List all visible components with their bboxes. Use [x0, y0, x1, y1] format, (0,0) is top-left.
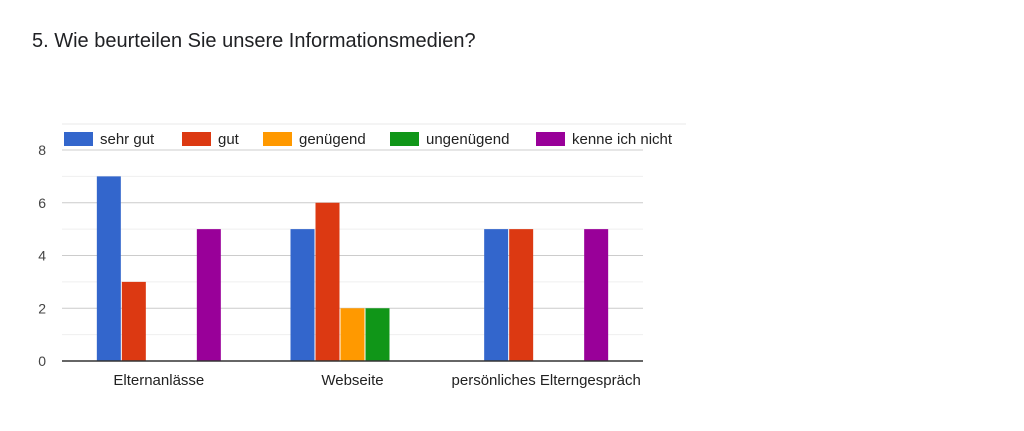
legend-label: kenne ich nicht [572, 131, 673, 148]
bar [484, 229, 509, 361]
y-tick-label: 6 [38, 195, 46, 211]
bar [509, 229, 534, 361]
legend-label: sehr gut [100, 131, 155, 148]
y-tick-label: 2 [38, 300, 46, 316]
y-tick-label: 8 [38, 142, 46, 158]
legend-swatch [64, 132, 93, 146]
legend-swatch [390, 132, 419, 146]
bar [315, 202, 340, 361]
legend: sehr gut gut genügend ungenügend kenne ich n… [64, 131, 673, 148]
bar [196, 229, 221, 361]
legend-swatch [536, 132, 565, 146]
x-tick-label: Webseite [321, 372, 383, 389]
grid [62, 149, 643, 336]
bar [121, 281, 146, 361]
bars [96, 176, 609, 361]
bar [584, 229, 609, 361]
legend-swatch [263, 132, 292, 146]
x-tick-label: persönliches Elterngespräch [452, 372, 641, 389]
legend-swatch [182, 132, 211, 146]
legend-label: ungenügend [426, 131, 509, 148]
bar [340, 308, 365, 361]
y-tick-label: 4 [38, 248, 46, 264]
question-title: 5. Wie beurteilen Sie unsere Information… [32, 30, 476, 52]
axes: 0 2 4 6 8 Elternanlässe Webseite persönliches E… [38, 142, 643, 389]
legend-label: gut [218, 131, 240, 148]
x-tick-label: Elternanlässe [113, 372, 204, 389]
legend-label: genügend [299, 131, 366, 148]
bar [96, 176, 121, 361]
y-tick-label: 0 [38, 353, 46, 369]
bar [365, 308, 390, 361]
bar [290, 229, 315, 361]
